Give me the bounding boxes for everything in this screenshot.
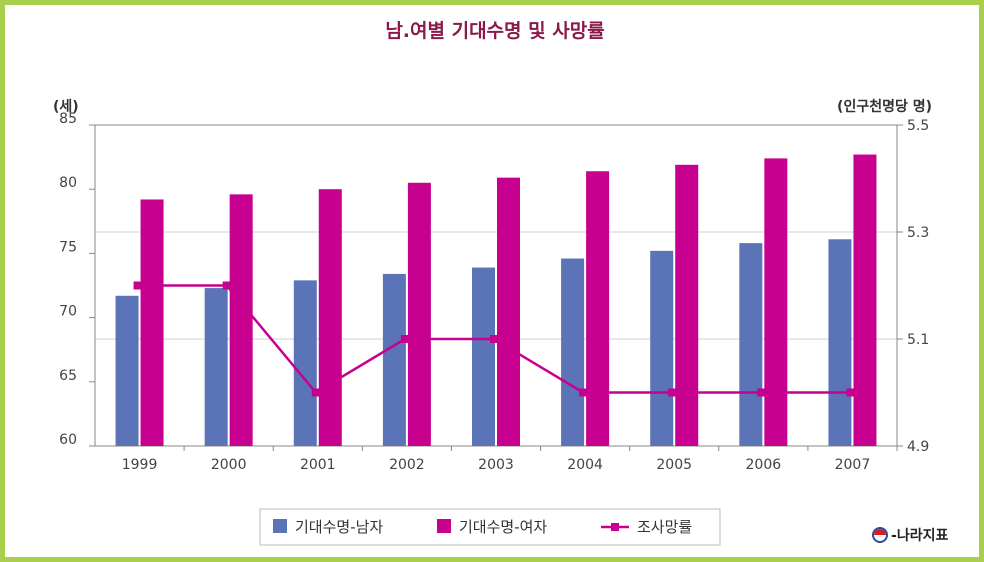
- x-tick-label: 2002: [389, 457, 425, 473]
- bar-male-2002: [382, 273, 406, 446]
- legend-swatch-male: [273, 519, 287, 533]
- legend-label-male: 기대수명-남자: [295, 518, 383, 536]
- right-axis-label: (인구천명당 명): [837, 98, 932, 115]
- bar-female-2004: [586, 171, 610, 446]
- right-tick-label: 5.3: [907, 225, 929, 241]
- death-rate-point-2003: [490, 335, 498, 343]
- bar-series: [115, 154, 877, 447]
- bar-female-2000: [229, 194, 253, 446]
- bar-male-2003: [472, 267, 495, 446]
- bar-female-2006: [764, 158, 788, 446]
- bar-male-2005: [650, 250, 674, 446]
- bar-female-2003: [497, 177, 520, 447]
- chart-title: 남.여별 기대수명 및 사망률: [385, 20, 604, 42]
- death-rate-point-2006: [757, 388, 766, 397]
- left-tick-label: 85: [59, 111, 77, 127]
- bar-male-2007: [828, 239, 852, 446]
- bar-male-1999: [115, 295, 139, 446]
- death-rate-point-1999: [133, 281, 142, 290]
- left-tick-label: 60: [59, 432, 77, 448]
- bar-male-2001: [293, 280, 317, 446]
- right-tick-label: 5.5: [907, 118, 929, 134]
- death-rate-point-2005: [668, 388, 677, 397]
- source-label: -나라지표: [891, 528, 948, 544]
- right-tick-label: 4.9: [907, 439, 929, 455]
- x-tick-label: 2003: [478, 457, 514, 473]
- line-series: [133, 281, 855, 397]
- death-rate-point-2000: [222, 281, 231, 290]
- x-tick-label: 2007: [835, 457, 871, 473]
- bar-male-2004: [561, 258, 585, 446]
- chart-svg: 남.여별 기대수명 및 사망률 (세) (인구천명당 명) 60 65 70 75 80…: [53, 20, 948, 546]
- death-rate-point-2004: [579, 388, 588, 397]
- left-tick-label: 75: [59, 239, 77, 255]
- left-tick-label: 65: [59, 368, 77, 384]
- right-tick-label: 5.1: [907, 332, 929, 348]
- legend-swatch-marker: [611, 523, 619, 531]
- bar-male-2006: [739, 243, 763, 446]
- x-tick-label: 2000: [211, 457, 247, 473]
- left-axis: 60 65 70 75 80 85: [59, 111, 95, 448]
- death-rate-point-2002: [400, 335, 409, 343]
- x-tick-label: 1999: [122, 457, 158, 473]
- left-axis-label: (세): [53, 99, 79, 115]
- bar-female-2005: [675, 164, 699, 446]
- source-logo: -나라지표: [872, 527, 948, 544]
- plot-area: [94, 124, 898, 447]
- logo-red-half: [874, 529, 886, 535]
- bar-female-2007: [853, 154, 877, 447]
- bar-female-2002: [407, 182, 431, 446]
- legend-swatch-female: [437, 519, 451, 533]
- legend-label-female: 기대수명-여자: [459, 518, 547, 536]
- left-tick-label: 80: [59, 175, 77, 191]
- right-axis: 4.9 5.1 5.3 5.5: [897, 118, 929, 455]
- left-tick-label: 70: [59, 304, 77, 320]
- death-rate-point-2001: [311, 388, 320, 397]
- x-axis: 1999 2000 2001 2002 2003 2004 2005 2006 2007: [122, 446, 898, 473]
- bar-male-2000: [204, 288, 228, 446]
- legend-label-death-rate: 조사망률: [637, 518, 692, 536]
- x-tick-label: 2004: [567, 457, 603, 473]
- bar-female-1999: [140, 199, 164, 446]
- legend-box: [259, 508, 721, 546]
- x-tick-label: 2001: [300, 457, 336, 473]
- x-tick-label: 2006: [746, 457, 782, 473]
- bar-female-2001: [318, 189, 342, 446]
- x-tick-label: 2005: [656, 457, 692, 473]
- legend: 기대수명-남자 기대수명-여자 조사망률: [273, 518, 692, 536]
- death-rate-point-2007: [846, 388, 855, 397]
